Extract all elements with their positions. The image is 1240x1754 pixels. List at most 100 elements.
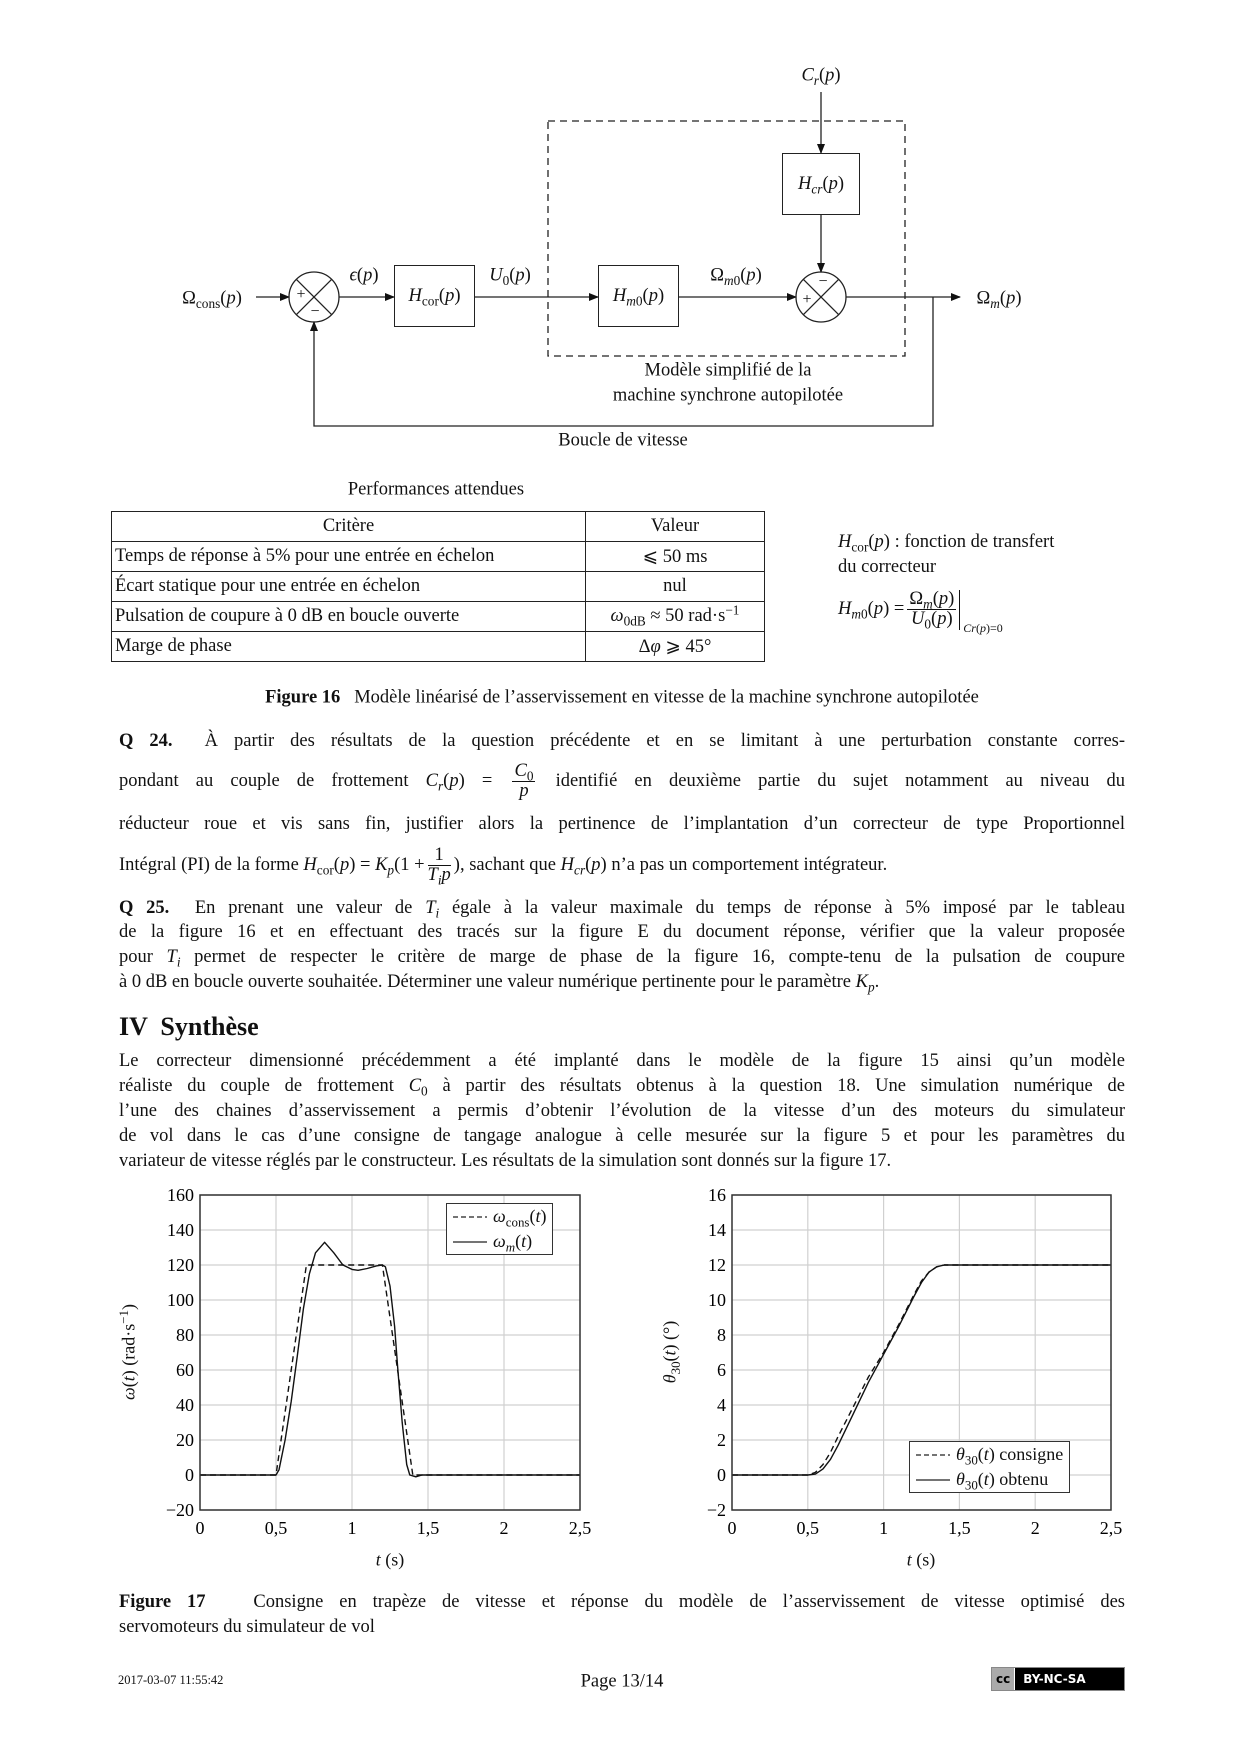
y-tick-label: −20 [166,1500,194,1520]
criterion-cell: Pulsation de coupure à 0 dB en boucle ou… [111,601,586,632]
dashed-line-swatch [916,1453,950,1456]
table-row: Marge de phase Δφ ⩾ 45° [111,631,765,662]
plot-frame [199,1194,581,1511]
legend-label: ωcons(t) [493,1206,547,1230]
x-tick-label: 0 [196,1518,205,1538]
sum2-plus-sign: + [802,291,812,308]
y-tick-label: 40 [176,1395,194,1415]
chart2-ylabel: θ30(t) (°) [659,1320,684,1384]
sum1-plus-sign: + [296,286,306,303]
command-label: U0(p) [489,265,531,289]
disturbance-block: Hcr(p) [782,153,860,215]
y-tick-label: 20 [176,1430,194,1450]
fraction-denominator: p [519,781,529,802]
cc-logo-icon: cc [992,1668,1016,1690]
x-tick-label: 2 [500,1518,509,1538]
chart2-legend: θ30(t) consigne θ30(t) obtenu [909,1441,1071,1493]
x-tick-label: 2,5 [1100,1518,1123,1538]
output-label: Ωm(p) [976,288,1022,312]
q25-line2: de la figure 16 et en effectuant des tra… [119,922,1125,942]
disturbance-block-label: Hcr(p) [797,173,845,197]
sum1-minus-sign: − [310,303,320,320]
series-line-response [732,1264,1111,1476]
table-row: Temps de réponse à 5% pour une entrée en… [111,541,765,572]
x-tick-label: 2,5 [569,1518,592,1538]
loop-label: Boucle de vitesse [558,430,688,451]
y-tick-label: 140 [167,1220,194,1240]
motor-model-boundary [547,120,906,357]
disturbance-label: Cr(p) [801,65,841,89]
figure17-text: Consigne en trapèze de vitesse et répons… [253,1592,1126,1612]
criterion-cell: Temps de réponse à 5% pour une entrée en… [111,541,586,572]
feedback-loop [310,297,934,427]
section-line: réaliste du couple de frottement C0 à pa… [119,1076,1125,1099]
x-tick-label: 1 [879,1518,888,1538]
q24-text: Intégral (PI) de la forme Hcor(p) = Kp(1… [119,855,425,878]
hm0-condition: Cr(p)=0 [963,620,1003,635]
y-tick-label: 120 [167,1255,194,1275]
error-label: ϵ(p) [349,265,379,286]
performance-table: Critère Valeur Temps de réponse à 5% pou… [111,511,765,662]
q24-text: identifié en deuxième partie du sujet no… [555,771,1126,792]
figure16-label: Figure 16 [265,687,341,708]
q24-line4: Intégral (PI) de la forme Hcor(p) = Kp(1… [119,845,1125,889]
value-cell: ω0dB ≈ 50 rad·s−1 [585,601,765,632]
hcor-definition-line1: Hcor(p) : fonction de transfert [838,532,1055,555]
header-value: Valeur [585,511,765,542]
legend-label: θ30(t) obtenu [956,1469,1049,1493]
y-tick-label: 8 [717,1325,726,1345]
y-tick-label: 60 [176,1360,194,1380]
q24-line2: pondant au couple de frottement Cr(p) = … [119,761,1126,802]
section-title: IV Synthèse [119,1012,259,1041]
figure17-label: Figure 17 [119,1592,206,1612]
legend-label: ωm(t) [493,1231,533,1255]
x-tick-label: 1,5 [417,1518,440,1538]
y-tick-label: 2 [717,1430,726,1450]
license-text: BY-NC-SA [1023,1672,1086,1686]
model-label-line1: Modèle simplifié de la [644,360,812,381]
q24-label: Q 24. [119,731,173,751]
chart1-legend: ωcons(t) ωm(t) [446,1203,554,1255]
license-badge[interactable]: cc BY-NC-SA [991,1667,1125,1691]
chart1-xlabel: t (s) [375,1549,405,1570]
x-tick-label: 1,5 [948,1518,971,1538]
figure16-text: Modèle linéarisé de l’asservissement en … [354,687,979,708]
y-tick-label: 160 [167,1185,194,1205]
q24-text: pondant au couple de frottement Cr(p) = [119,771,493,794]
y-tick-label: 80 [176,1325,194,1345]
table-row: Pulsation de coupure à 0 dB en boucle ou… [111,601,765,632]
chart1-ylabel: ω(t) (rad·s−1) [116,1303,139,1401]
q24-text: réducteur roue et vis sans fin, justifie… [119,814,1125,834]
y-tick-label: 4 [717,1395,726,1415]
q25-line3: pour Ti permet de respecter le critère d… [119,947,1125,970]
y-tick-label: 14 [708,1220,726,1240]
criterion-cell: Écart statique pour une entrée en échelo… [111,571,586,602]
y-tick-label: 12 [708,1255,726,1275]
model-label-line2: machine synchrone autopilotée [612,385,844,406]
x-tick-label: 0,5 [265,1518,288,1538]
hm0-definition: Hm0(p) = Ωm(p) U0(p) Cr(p)=0 [838,589,1003,635]
y-tick-label: 16 [708,1185,726,1205]
figure17-caption-line1: Figure 17 Consigne en trapèze de vitesse… [119,1590,1125,1614]
figure16-caption: Figure 16 Modèle linéarisé de l’asservis… [265,688,979,709]
motor-out-label: Ωm0(p) [710,265,762,289]
hm0-numerator: Ωm(p) [907,589,957,612]
fraction-denominator: Tip [427,865,451,889]
fraction-numerator: 1 [427,845,451,867]
figure17-caption-line2: servomoteurs du simulateur de vol [119,1617,375,1637]
motor-block: Hm0(p) [598,265,679,327]
hm0-lhs: Hm0(p) = [838,599,905,623]
y-tick-label: 6 [717,1360,726,1380]
sum2-minus-sign: − [818,273,828,290]
q24-line1: Q 24. À partir des résultats de la quest… [119,729,1125,753]
one-over-tip-fraction: 1 Tip [427,845,451,889]
input-label: Ωcons(p) [182,288,242,312]
q25-line4: à 0 dB en boucle ouverte souhaitée. Déte… [119,972,880,995]
solid-line-swatch [916,1478,950,1481]
criterion-cell: Marge de phase [111,631,586,662]
x-tick-label: 0 [728,1518,737,1538]
value-cell: nul [585,571,765,602]
legend-label: θ30(t) consigne [956,1444,1064,1468]
y-tick-label: −2 [707,1500,726,1520]
